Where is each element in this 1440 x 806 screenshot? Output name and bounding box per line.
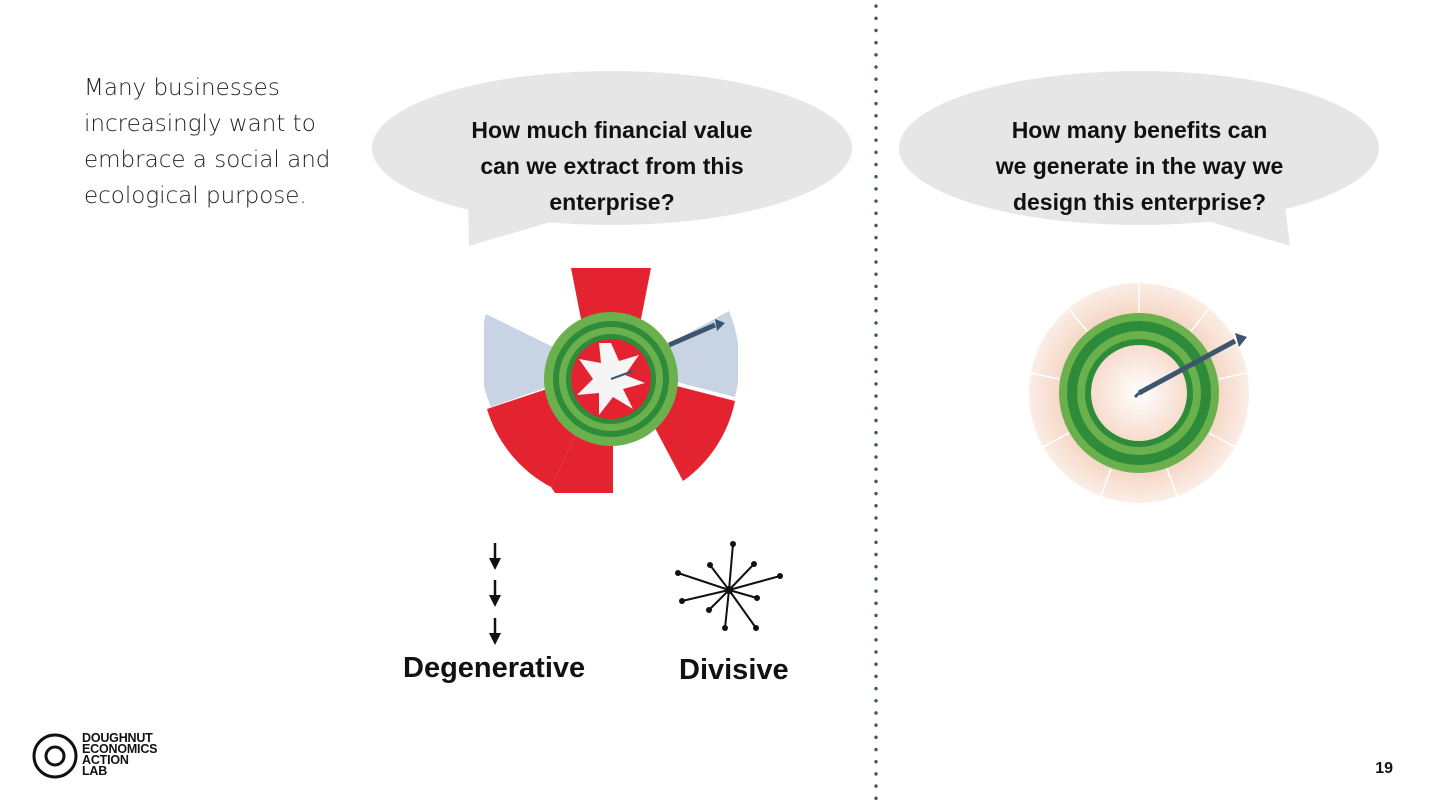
- extraction-question: How much financial value can we extract …: [371, 112, 853, 220]
- benefits-question-bubble: How many benefits can we generate in the…: [898, 70, 1381, 250]
- logo-line: LAB: [82, 764, 108, 778]
- question-line: we generate in the way we: [995, 153, 1284, 179]
- question-line: How many benefits can: [1011, 117, 1268, 143]
- logo-line: ECONOMICS: [82, 742, 158, 756]
- page-number: 19: [1375, 760, 1393, 777]
- question-line: can we extract from this: [480, 153, 744, 179]
- dotted-divider: [873, 0, 879, 806]
- divisive-caption: Divisive: [679, 654, 789, 686]
- speech-bubble-shape: [372, 71, 852, 246]
- benefits-question: How many benefits can we generate in the…: [898, 112, 1381, 220]
- degenerative-caption: Degenerative: [403, 652, 586, 684]
- extraction-question-bubble: How much financial value can we extract …: [371, 70, 853, 250]
- question-line: How much financial value: [471, 117, 753, 143]
- speech-bubble-shape: [899, 71, 1379, 246]
- logo-line: ACTION: [82, 753, 129, 767]
- regenerative-doughnut-diagram: [1028, 282, 1250, 504]
- logo-line: DOUGHNUT: [82, 731, 153, 745]
- degenerative-doughnut-diagram: [480, 268, 740, 494]
- logo-wordmark: DOUGHNUT ECONOMICS ACTION LAB: [82, 731, 158, 778]
- doughnut-logo-icon: [32, 733, 78, 779]
- divisive-starburst-icon: [675, 541, 783, 631]
- safe-space-doughnut-graphic: [1029, 283, 1249, 503]
- intro-text: Many businesses increasingly want to emb…: [84, 75, 331, 209]
- downward-arrows-icon: [489, 543, 501, 645]
- overshoot-doughnut-graphic: [480, 268, 740, 493]
- question-line: enterprise?: [549, 189, 675, 215]
- question-line: design this enterprise?: [1012, 189, 1267, 215]
- deal-logo: DOUGHNUT ECONOMICS ACTION LAB: [32, 731, 182, 783]
